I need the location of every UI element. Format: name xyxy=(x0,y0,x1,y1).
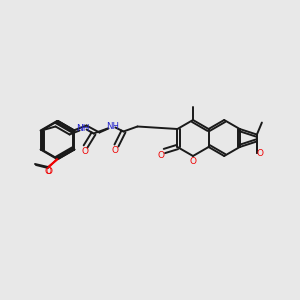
Text: O: O xyxy=(44,167,52,176)
Text: NH: NH xyxy=(76,124,89,133)
Text: NH: NH xyxy=(106,122,119,131)
Text: O: O xyxy=(158,152,165,160)
Text: O: O xyxy=(190,158,196,166)
Text: O: O xyxy=(81,147,88,156)
Text: O: O xyxy=(256,149,263,158)
Text: O: O xyxy=(112,146,119,155)
Text: O: O xyxy=(46,167,52,176)
